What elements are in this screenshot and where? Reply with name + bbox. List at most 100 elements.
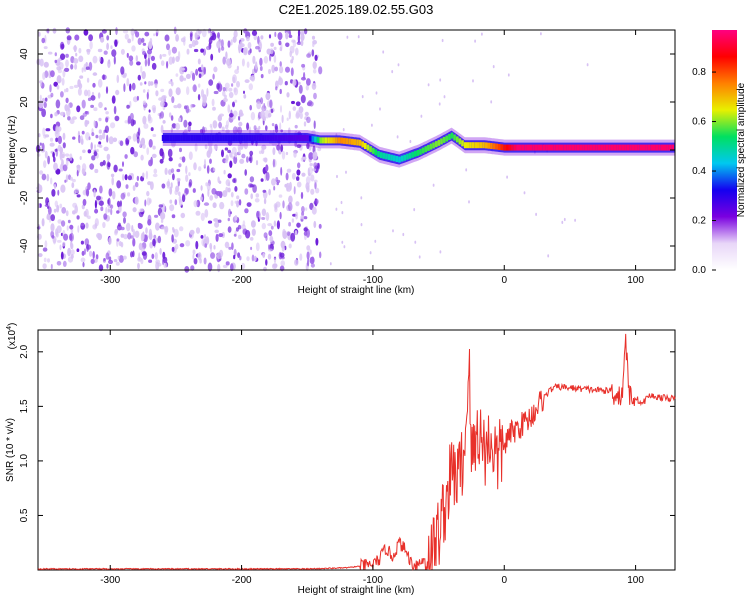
noise-speck xyxy=(168,80,172,84)
noise-speck xyxy=(116,210,120,214)
noise-speck xyxy=(185,174,189,182)
ridge-cell xyxy=(537,144,540,151)
noise-speck xyxy=(296,169,301,176)
noise-speck xyxy=(83,210,87,217)
noise-speck xyxy=(132,207,137,213)
noise-speck xyxy=(375,91,378,95)
noise-speck xyxy=(89,163,95,170)
noise-speck xyxy=(300,33,305,42)
noise-speck xyxy=(105,207,108,215)
noise-speck xyxy=(314,54,318,62)
noise-speck xyxy=(251,254,255,262)
noise-speck xyxy=(198,83,201,88)
ridge-cell xyxy=(185,135,188,141)
noise-speck xyxy=(132,133,137,142)
ridge-cell xyxy=(568,144,572,151)
noise-speck xyxy=(210,53,214,61)
noise-speck xyxy=(225,129,230,134)
noise-speck xyxy=(273,185,276,191)
noise-speck xyxy=(249,150,254,156)
noise-speck xyxy=(296,222,301,228)
noise-speck xyxy=(292,106,297,111)
ridge-cell xyxy=(445,135,449,142)
noise-speck xyxy=(98,200,104,206)
noise-speck xyxy=(74,63,78,70)
noise-speck xyxy=(296,41,302,45)
noise-speck xyxy=(164,34,170,42)
noise-speck xyxy=(268,244,271,250)
ridge-cell xyxy=(164,135,167,141)
noise-speck xyxy=(181,194,186,203)
ridge-cell xyxy=(571,144,575,151)
noise-speck xyxy=(248,157,252,162)
noise-speck xyxy=(89,40,93,50)
noise-speck xyxy=(43,160,47,169)
noise-speck xyxy=(392,229,394,233)
noise-speck xyxy=(188,151,193,160)
noise-speck xyxy=(141,251,147,256)
noise-speck xyxy=(244,208,249,214)
noise-speck xyxy=(148,159,153,167)
noise-speck xyxy=(185,165,188,175)
noise-speck xyxy=(108,136,114,145)
noise-speck xyxy=(175,185,180,193)
noise-speck xyxy=(306,53,311,58)
noise-speck xyxy=(301,63,306,68)
noise-speck xyxy=(285,151,289,156)
noise-speck xyxy=(169,204,175,212)
noise-speck xyxy=(523,191,526,195)
noise-speck xyxy=(65,210,69,217)
noise-speck xyxy=(192,253,195,260)
ridge-cell xyxy=(406,153,409,160)
noise-speck xyxy=(273,220,277,227)
noise-speck xyxy=(142,100,146,106)
ridge-cell xyxy=(167,135,170,141)
noise-speck xyxy=(225,124,229,130)
noise-speck xyxy=(139,82,143,86)
noise-speck xyxy=(276,144,281,151)
snr-y-label: SNR (10 * v/v) xyxy=(5,418,16,482)
ridge-cell xyxy=(466,142,470,149)
noise-speck xyxy=(413,208,416,212)
noise-speck xyxy=(162,120,166,124)
noise-speck xyxy=(152,173,158,178)
noise-speck xyxy=(258,125,261,130)
ridge-cell xyxy=(327,137,330,144)
ridge-cell xyxy=(597,144,601,151)
noise-speck xyxy=(56,75,62,84)
ridge-cell xyxy=(540,144,543,151)
noise-speck xyxy=(151,153,157,158)
noise-speck xyxy=(248,83,253,91)
noise-speck xyxy=(103,146,109,152)
noise-speck xyxy=(115,261,120,266)
noise-speck xyxy=(312,151,318,160)
noise-speck xyxy=(409,139,412,144)
noise-speck xyxy=(260,178,264,182)
noise-speck xyxy=(85,62,88,67)
noise-speck xyxy=(311,206,317,215)
noise-speck xyxy=(265,164,269,172)
ridge-cell xyxy=(421,147,425,154)
ridge-cell xyxy=(298,135,301,141)
noise-speck xyxy=(271,123,275,127)
noise-speck xyxy=(161,151,165,161)
noise-speck xyxy=(291,218,295,223)
noise-speck xyxy=(279,122,282,131)
ridge-cell xyxy=(639,144,643,151)
noise-speck xyxy=(285,42,290,48)
noise-speck xyxy=(250,220,256,228)
noise-speck xyxy=(290,59,294,64)
noise-speck xyxy=(178,191,181,197)
noise-speck xyxy=(274,206,278,213)
ridge-cell xyxy=(547,144,551,151)
noise-speck xyxy=(224,147,229,151)
ridge-cell xyxy=(253,135,257,141)
noise-speck xyxy=(279,46,282,52)
ridge-cell xyxy=(500,144,504,151)
noise-speck xyxy=(231,242,234,250)
noise-speck xyxy=(64,88,66,93)
noise-speck xyxy=(113,164,118,173)
noise-speck xyxy=(245,35,250,42)
noise-speck xyxy=(47,51,53,55)
noise-speck xyxy=(382,50,385,54)
